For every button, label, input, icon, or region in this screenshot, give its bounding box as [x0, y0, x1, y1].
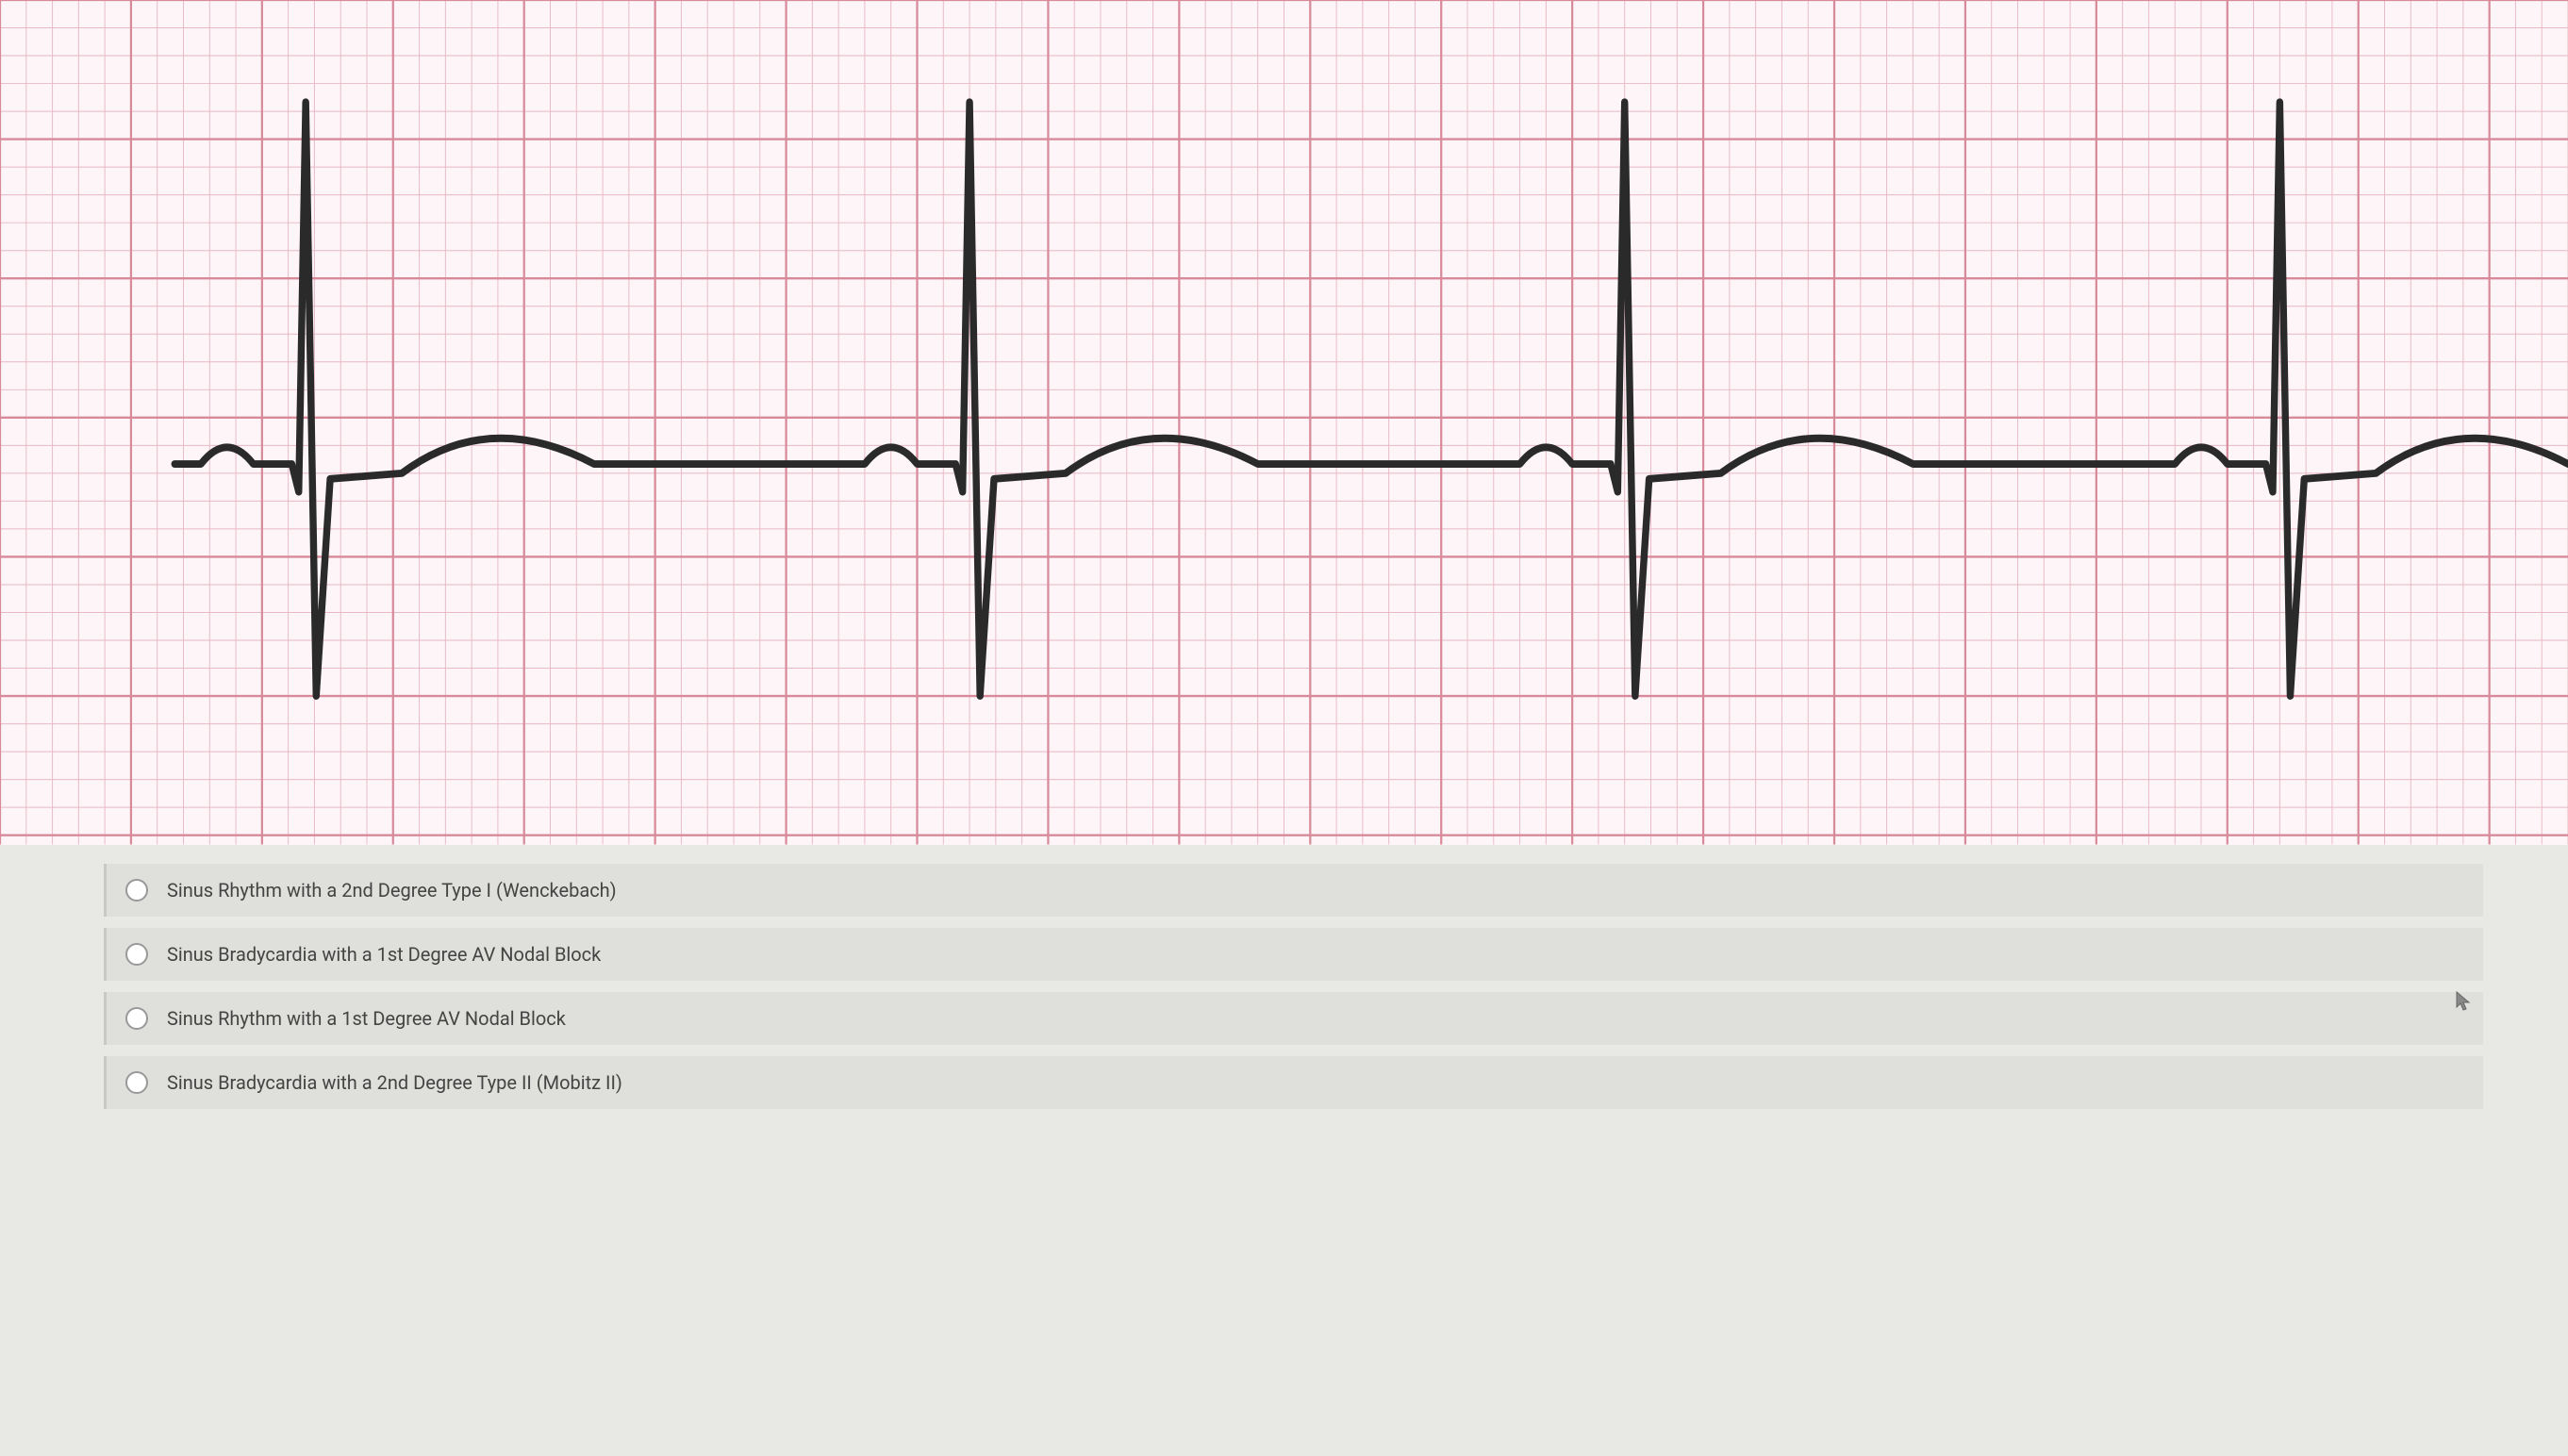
- option-label: Sinus Bradycardia with a 2nd Degree Type…: [167, 1071, 622, 1094]
- option-label: Sinus Bradycardia with a 1st Degree AV N…: [167, 943, 601, 966]
- option-sinus-1st-degree[interactable]: Sinus Rhythm with a 1st Degree AV Nodal …: [104, 992, 2483, 1045]
- answer-options: Sinus Rhythm with a 2nd Degree Type I (W…: [0, 845, 2568, 1456]
- option-label: Sinus Rhythm with a 2nd Degree Type I (W…: [167, 879, 617, 902]
- option-bradycardia-1st-degree[interactable]: Sinus Bradycardia with a 1st Degree AV N…: [104, 928, 2483, 981]
- ecg-svg: [0, 0, 2568, 845]
- radio-icon: [125, 943, 148, 966]
- ecg-chart-area: [0, 0, 2568, 845]
- option-bradycardia-mobitz[interactable]: Sinus Bradycardia with a 2nd Degree Type…: [104, 1056, 2483, 1109]
- quiz-container: Sinus Rhythm with a 2nd Degree Type I (W…: [0, 0, 2568, 1456]
- radio-icon: [125, 1071, 148, 1094]
- cursor-icon: [2455, 990, 2474, 1017]
- option-label: Sinus Rhythm with a 1st Degree AV Nodal …: [167, 1007, 566, 1030]
- radio-icon: [125, 1007, 148, 1030]
- radio-icon: [125, 879, 148, 902]
- option-wenckebach[interactable]: Sinus Rhythm with a 2nd Degree Type I (W…: [104, 864, 2483, 917]
